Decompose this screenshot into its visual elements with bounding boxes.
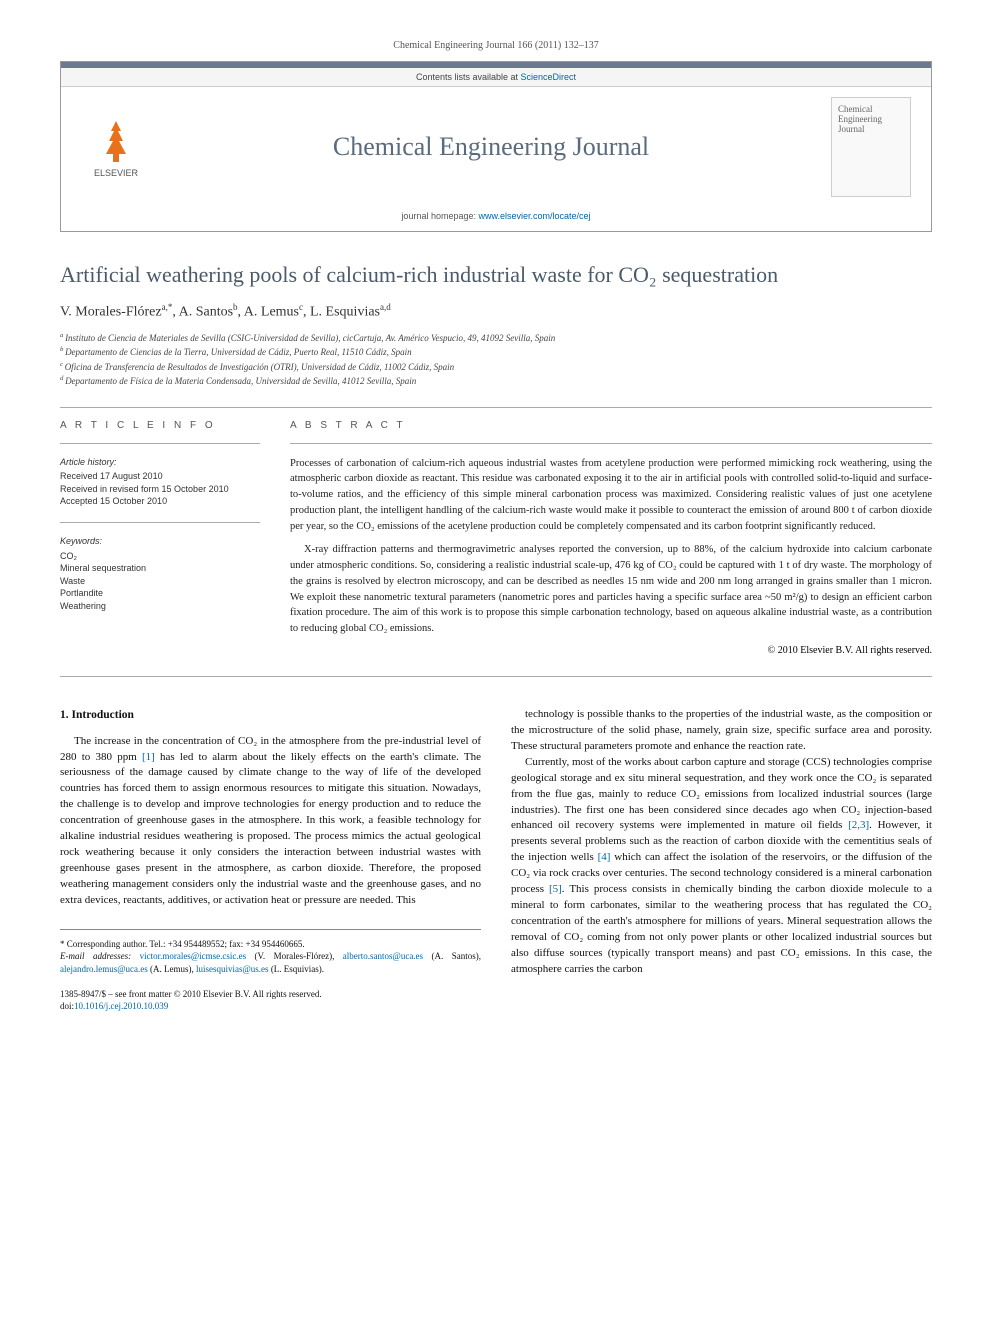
email-link[interactable]: victor.morales@icmse.csic.es xyxy=(140,951,247,961)
top-citation: Chemical Engineering Journal 166 (2011) … xyxy=(60,40,932,51)
abstract-paragraph: X-ray diffraction patterns and thermogra… xyxy=(290,542,932,637)
history-label: Article history: xyxy=(60,456,260,469)
keyword: Mineral sequestration xyxy=(60,562,260,575)
doi-block: 1385-8947/$ – see front matter © 2010 El… xyxy=(60,988,481,1013)
intro-heading: 1. Introduction xyxy=(60,707,481,724)
abstract-copyright: © 2010 Elsevier B.V. All rights reserved… xyxy=(290,645,932,656)
email-link[interactable]: alejandro.lemus@uca.es xyxy=(60,964,148,974)
corresponding-author: * Corresponding author. Tel.: +34 954489… xyxy=(60,938,481,951)
keyword: CO₂ xyxy=(60,550,260,563)
body-column-right: technology is possible thanks to the pro… xyxy=(511,707,932,1013)
article-info-heading: A R T I C L E I N F O xyxy=(60,420,260,431)
divider xyxy=(60,443,260,444)
history-line: Accepted 15 October 2010 xyxy=(60,495,260,508)
homepage-link[interactable]: www.elsevier.com/locate/cej xyxy=(479,211,591,221)
divider xyxy=(60,676,932,677)
author: A. Lemus xyxy=(244,305,299,320)
abstract-paragraph: Processes of carbonation of calcium-rich… xyxy=(290,456,932,535)
author-affil-sup: b xyxy=(233,302,238,312)
emails-line: E-mail addresses: victor.morales@icmse.c… xyxy=(60,950,481,975)
author: V. Morales-Flórez xyxy=(60,305,162,320)
divider xyxy=(290,443,932,444)
contents-bar: Contents lists available at ScienceDirec… xyxy=(61,62,931,87)
email-link[interactable]: alberto.santos@uca.es xyxy=(343,951,423,961)
body-column-left: 1. Introduction The increase in the conc… xyxy=(60,707,481,1013)
affiliation-line: c Oficina de Transferencia de Resultados… xyxy=(60,360,932,375)
elsevier-logo: ELSEVIER xyxy=(81,107,151,187)
ref-link[interactable]: [5] xyxy=(549,883,562,895)
issn-line: 1385-8947/$ – see front matter © 2010 El… xyxy=(60,988,481,1001)
ref-link[interactable]: [2,3] xyxy=(848,819,869,831)
homepage-label: journal homepage: xyxy=(401,211,478,221)
emails-label: E-mail addresses: xyxy=(60,951,140,961)
affiliation-line: d Departamento de Física de la Materia C… xyxy=(60,374,932,389)
elsevier-tree-icon xyxy=(91,116,141,166)
history-line: Received in revised form 15 October 2010 xyxy=(60,483,260,496)
author-affil-sup: a,d xyxy=(380,302,391,312)
abstract-heading: A B S T R A C T xyxy=(290,420,932,431)
body-columns: 1. Introduction The increase in the conc… xyxy=(60,707,932,1013)
author: L. Esquivias xyxy=(310,305,380,320)
keywords-block: Keywords: CO₂Mineral sequestrationWasteP… xyxy=(60,535,260,613)
keyword: Waste xyxy=(60,575,260,588)
author: A. Santos xyxy=(179,305,233,320)
cover-line: Engineering xyxy=(838,114,904,124)
author-affil-sup: a,* xyxy=(162,302,173,312)
ref-link[interactable]: [4] xyxy=(598,851,611,863)
article-history: Article history: Received 17 August 2010… xyxy=(60,456,260,508)
doi-link[interactable]: 10.1016/j.cej.2010.10.039 xyxy=(74,1001,168,1011)
keyword: Weathering xyxy=(60,600,260,613)
body-paragraph: The increase in the concentration of CO₂… xyxy=(60,734,481,909)
journal-cover-thumbnail: Chemical Engineering Journal xyxy=(831,97,911,197)
journal-name: Chemical Engineering Journal xyxy=(151,132,831,162)
keyword: Portlandite xyxy=(60,587,260,600)
affiliations: a Instituto de Ciencia de Materiales de … xyxy=(60,331,932,389)
elsevier-text: ELSEVIER xyxy=(94,168,138,178)
journal-header: Contents lists available at ScienceDirec… xyxy=(60,61,932,232)
contents-text: Contents lists available at xyxy=(416,72,521,82)
keywords-label: Keywords: xyxy=(60,535,260,548)
article-info-column: A R T I C L E I N F O Article history: R… xyxy=(60,420,260,656)
email-link[interactable]: luisesquivias@us.es xyxy=(196,964,269,974)
ref-link[interactable]: [1] xyxy=(142,751,155,763)
history-line: Received 17 August 2010 xyxy=(60,470,260,483)
divider xyxy=(60,407,932,408)
abstract-column: A B S T R A C T Processes of carbonation… xyxy=(290,420,932,656)
affiliation-line: a Instituto de Ciencia de Materiales de … xyxy=(60,331,932,346)
author-affil-sup: c xyxy=(299,302,303,312)
footnote-block: * Corresponding author. Tel.: +34 954489… xyxy=(60,929,481,976)
affiliation-line: b Departamento de Ciencias de la Tierra,… xyxy=(60,345,932,360)
authors-line: V. Morales-Flóreza,*, A. Santosb, A. Lem… xyxy=(60,302,932,321)
article-title: Artificial weathering pools of calcium-r… xyxy=(60,262,932,288)
divider xyxy=(60,522,260,523)
abstract-text: Processes of carbonation of calcium-rich… xyxy=(290,456,932,637)
body-paragraph: Currently, most of the works about carbo… xyxy=(511,755,932,978)
cover-line: Chemical xyxy=(838,104,904,114)
homepage-line: journal homepage: www.elsevier.com/locat… xyxy=(61,207,931,231)
doi-label: doi: xyxy=(60,1001,74,1011)
body-paragraph: technology is possible thanks to the pro… xyxy=(511,707,932,755)
sciencedirect-link[interactable]: ScienceDirect xyxy=(521,72,577,82)
cover-line: Journal xyxy=(838,124,904,134)
